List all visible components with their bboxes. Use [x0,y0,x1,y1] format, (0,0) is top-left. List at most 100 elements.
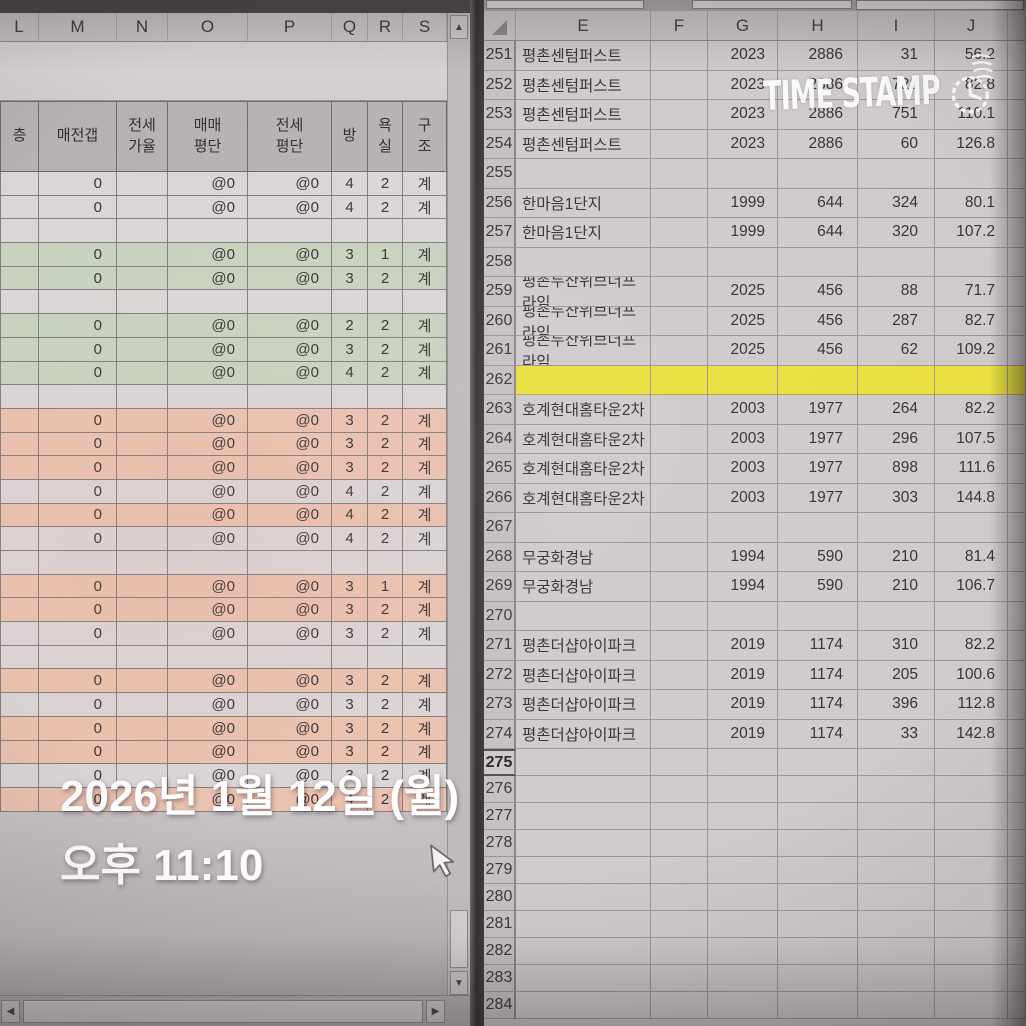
row-header-259[interactable]: 259 [484,277,516,307]
cell[interactable] [651,911,708,938]
cell[interactable] [117,290,168,315]
cell[interactable]: @0 [168,693,248,717]
cell[interactable]: 4 [332,527,368,551]
cell[interactable]: @0 [248,479,332,504]
cell[interactable]: 호계현대홈타운2차 [516,395,651,425]
cell[interactable]: 0 [39,195,117,220]
cell[interactable]: @0 [248,764,332,788]
row-header-251[interactable]: 251 [484,41,516,71]
cell[interactable]: @0 [248,195,332,220]
cell[interactable]: 0 [39,693,117,717]
cell[interactable]: 2025 [708,306,778,336]
cell[interactable] [516,965,651,992]
cell[interactable]: @0 [168,479,248,504]
column-header-F[interactable]: F [651,11,708,40]
cell[interactable] [516,159,651,189]
cell[interactable] [368,551,403,575]
cell[interactable]: 계 [403,361,447,386]
cell[interactable]: 평촌두산위브더프라임 [516,336,651,366]
cell[interactable] [935,938,1008,965]
cell[interactable]: @0 [248,622,332,646]
cell[interactable] [708,830,778,857]
row-header-278[interactable]: 278 [484,830,516,857]
cell[interactable] [858,513,935,543]
cell[interactable]: 계 [403,669,447,694]
cell[interactable] [651,41,708,71]
cell[interactable]: 310 [858,631,935,661]
cell[interactable] [935,992,1008,1019]
cell[interactable]: 0 [39,243,117,267]
cell[interactable] [778,803,858,830]
cell[interactable] [39,645,117,670]
cell[interactable] [651,719,708,749]
cell[interactable]: 2 [368,337,403,362]
cell[interactable]: 751 [858,100,935,130]
cell[interactable] [708,749,778,776]
cell[interactable]: 0 [39,456,117,480]
cell[interactable] [403,645,447,670]
cell[interactable]: 0 [39,503,117,528]
cell[interactable]: 4 [332,479,368,504]
cell[interactable] [0,219,39,244]
cell[interactable]: 2 [368,314,403,338]
cell[interactable] [403,551,447,575]
cell[interactable]: 3 [332,337,368,362]
cell[interactable]: 3 [332,432,368,457]
cell[interactable]: 2886 [778,70,858,100]
row-header-254[interactable]: 254 [484,129,516,159]
cell[interactable] [0,598,39,623]
cell[interactable] [117,787,168,812]
cell[interactable] [651,938,708,965]
cell[interactable]: 1 [368,574,403,599]
cell[interactable]: @0 [248,337,332,362]
cell[interactable]: 2019 [708,690,778,720]
row-header-261[interactable]: 261 [484,336,516,366]
cell[interactable] [708,938,778,965]
cell[interactable] [858,911,935,938]
cell[interactable]: 1999 [708,188,778,218]
cell[interactable]: 2886 [778,100,858,130]
cell[interactable]: 4 [332,787,368,812]
cell[interactable]: @0 [248,314,332,338]
cell[interactable]: 호계현대홈타운2차 [516,454,651,484]
cell[interactable]: @0 [168,598,248,623]
cell[interactable]: 계 [403,622,447,646]
row-header-260[interactable]: 260 [484,306,516,336]
cell[interactable] [0,551,39,575]
cell[interactable]: 2 [368,622,403,646]
cell[interactable]: 0 [39,574,117,599]
cell[interactable] [651,365,708,395]
row-header-257[interactable]: 257 [484,218,516,248]
cell[interactable] [0,740,39,765]
cell[interactable]: 31 [858,41,935,71]
cell[interactable] [0,172,39,196]
cell[interactable]: 898 [858,454,935,484]
row-header-264[interactable]: 264 [484,424,516,454]
cell[interactable]: 계 [403,503,447,528]
cell[interactable]: 0 [39,361,117,386]
column-letter-M[interactable]: M [39,13,117,41]
cell[interactable] [117,645,168,670]
row-header-281[interactable]: 281 [484,911,516,938]
cell[interactable]: @0 [248,574,332,599]
cell[interactable] [168,290,248,315]
row-header-255[interactable]: 255 [484,159,516,189]
cell[interactable] [117,314,168,338]
scroll-left-button[interactable]: ◀ [1,1000,20,1023]
cell[interactable]: 계 [403,693,447,717]
cell[interactable]: 210 [858,572,935,602]
cell[interactable] [778,365,858,395]
cell[interactable] [516,938,651,965]
cell[interactable]: 728 [858,70,935,100]
cell[interactable] [858,938,935,965]
cell[interactable] [403,385,447,409]
cell[interactable]: 33 [858,719,935,749]
cell[interactable] [0,243,39,267]
cell[interactable]: @0 [248,527,332,551]
cell[interactable] [0,337,39,362]
cell[interactable]: 205 [858,660,935,690]
cell[interactable]: @0 [168,740,248,765]
cell[interactable]: 1174 [778,660,858,690]
cell[interactable] [651,601,708,631]
cell[interactable] [368,385,403,409]
